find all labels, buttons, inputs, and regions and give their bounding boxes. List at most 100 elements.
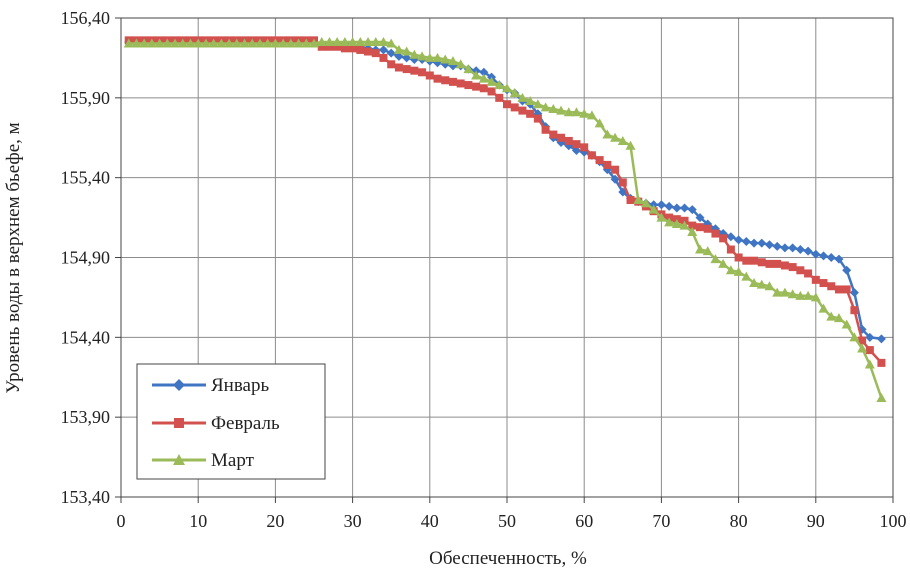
data-point-march (803, 290, 814, 300)
data-point-february (711, 229, 720, 238)
data-point-march (741, 271, 752, 281)
data-point-march (417, 51, 428, 61)
data-point-january (826, 253, 836, 262)
data-point-january (672, 203, 682, 213)
data-point-february (433, 74, 442, 83)
y-tick-label: 155,90 (61, 88, 111, 108)
data-point-january (865, 332, 875, 342)
data-point-february (865, 346, 874, 355)
data-point-february (325, 42, 334, 51)
data-point-february (333, 42, 342, 51)
data-point-march (355, 36, 366, 46)
data-point-march (787, 289, 798, 299)
data-point-january (386, 48, 396, 58)
data-point-march (833, 313, 844, 323)
data-point-january (402, 53, 412, 63)
data-point-january (680, 203, 690, 213)
data-point-march (718, 258, 729, 268)
data-point-february (541, 125, 550, 134)
data-point-march (401, 46, 412, 56)
data-point-march (185, 38, 196, 48)
x-tick-label: 10 (189, 511, 207, 531)
data-point-march (139, 38, 150, 48)
data-point-march (779, 287, 790, 297)
data-point-march (749, 278, 760, 288)
data-point-february (603, 160, 612, 169)
x-tick-label: 80 (730, 511, 748, 531)
series-layer (123, 36, 887, 403)
data-point-march (702, 246, 713, 256)
data-point-march (123, 38, 134, 48)
data-point-february (448, 77, 457, 86)
data-point-february (796, 266, 805, 275)
data-point-february (587, 151, 596, 160)
data-point-march (633, 195, 644, 205)
data-point-february (441, 76, 450, 85)
data-point-march (432, 52, 443, 62)
data-point-march (679, 220, 690, 230)
data-point-january (394, 51, 404, 61)
data-point-march (502, 83, 512, 93)
legend-item-february: Февраль (152, 413, 280, 434)
data-point-march (239, 38, 250, 48)
data-point-february (371, 49, 380, 58)
data-point-march (849, 332, 860, 342)
data-point-march (864, 359, 875, 369)
x-axis-ticks: 0 10 20 30 40 50 60 70 80 90 100 (117, 497, 907, 531)
data-point-february (595, 156, 604, 165)
y-tick-label: 153,40 (61, 487, 111, 507)
data-point-february (533, 114, 542, 123)
data-point-february (526, 109, 535, 118)
data-point-january (726, 232, 736, 242)
x-axis-title: Обеспеченность, % (429, 548, 587, 569)
data-point-march (339, 36, 350, 46)
data-point-january (788, 243, 798, 253)
data-point-march (671, 218, 682, 228)
data-point-january (849, 288, 859, 298)
data-point-january (795, 245, 805, 255)
data-point-march (810, 292, 821, 302)
data-point-february (842, 285, 851, 294)
data-point-february (379, 53, 388, 62)
data-point-march (200, 38, 211, 48)
data-point-march (363, 36, 374, 46)
x-tick-label: 60 (575, 511, 593, 531)
data-point-march (170, 38, 181, 48)
data-point-february (819, 279, 828, 288)
data-point-january (876, 334, 886, 344)
data-point-february (773, 259, 782, 268)
data-point-march (231, 38, 242, 48)
data-point-march (486, 76, 497, 86)
legend: Январь Февраль Март (136, 363, 326, 480)
data-point-february (464, 81, 473, 90)
data-point-february (549, 130, 558, 139)
data-point-march (270, 38, 281, 48)
data-point-january (479, 67, 489, 77)
data-point-march (424, 52, 435, 62)
data-point-february (827, 282, 836, 291)
data-point-march (447, 56, 458, 66)
data-point-february (734, 253, 743, 262)
data-point-march (386, 38, 397, 48)
y-tick-label: 155,40 (61, 168, 111, 188)
data-point-march (224, 38, 235, 48)
data-point-march (162, 38, 173, 48)
data-point-february (518, 106, 527, 115)
y-axis-title: Уровень воды в верхнем бьефе, м (3, 122, 24, 393)
data-point-january (734, 235, 744, 245)
x-tick-label: 90 (807, 511, 825, 531)
data-point-march (594, 118, 605, 128)
data-point-february (858, 336, 867, 345)
data-point-january (656, 200, 666, 210)
data-point-march (154, 38, 165, 48)
data-point-march (826, 311, 837, 321)
data-point-february (618, 178, 627, 187)
x-tick-label: 100 (880, 511, 907, 531)
data-point-march (695, 244, 705, 254)
data-point-march (586, 110, 597, 120)
data-point-march (409, 49, 420, 59)
x-tick-label: 50 (498, 511, 516, 531)
data-point-march (262, 38, 273, 48)
data-point-march (278, 38, 289, 48)
data-point-january (378, 45, 388, 55)
